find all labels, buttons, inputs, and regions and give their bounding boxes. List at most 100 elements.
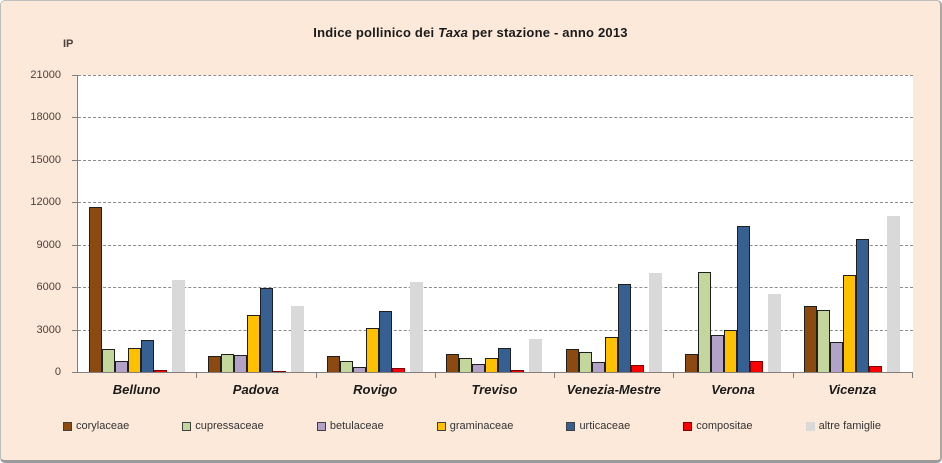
legend-swatch	[436, 421, 446, 431]
legend-swatch	[805, 421, 815, 431]
gridline	[78, 329, 913, 331]
bar-cupressaceae	[459, 357, 473, 372]
bar-group-verona	[673, 75, 792, 372]
bar-betulaceae	[830, 342, 844, 372]
x-axis-tick	[196, 373, 198, 378]
bar-graminaceae	[843, 275, 857, 372]
bar-altre-famiglie	[290, 306, 304, 372]
bar-graminaceae	[724, 329, 738, 372]
legend: corylaceae cupressaceae betulaceae graminac…	[63, 420, 881, 432]
legend-label: corylaceae	[76, 420, 130, 432]
bar-cupressaceae	[340, 360, 354, 372]
x-axis-label-vicenza: Vicenza	[828, 382, 877, 397]
chart-title-prefix: Indice pollinico dei	[313, 25, 439, 40]
chart-title-suffix: per stazione - anno 2013	[468, 25, 628, 40]
x-axis-tick	[792, 373, 794, 378]
bar-group-vicenza	[793, 75, 912, 372]
legend-swatch	[566, 421, 576, 431]
legend-item-corylaceae: corylaceae	[63, 420, 129, 432]
x-axis-label-belluno: Belluno	[112, 382, 161, 397]
y-tick-label: 21000	[30, 69, 61, 81]
bar-graminaceae	[127, 347, 141, 372]
y-axis-tick	[72, 244, 77, 246]
legend-item-cupressaceae: cupressaceae	[182, 420, 264, 432]
gridline	[78, 202, 913, 204]
bar-cupressaceae	[817, 310, 831, 372]
bar-betulaceae	[472, 363, 486, 372]
x-axis-label-verona: Verona	[711, 382, 755, 397]
legend-item-betulaceae: betulaceae	[316, 420, 384, 432]
legend-label: urticaceae	[579, 420, 631, 432]
bar-compositae	[392, 368, 406, 372]
gridline	[78, 287, 913, 289]
bar-compositae	[869, 366, 883, 372]
chart-title-taxa: Taxa	[438, 25, 469, 40]
bar-corylaceae	[207, 356, 221, 372]
x-axis-label-rovigo: Rovigo	[353, 382, 398, 397]
gridline	[78, 75, 913, 76]
bar-betulaceae	[353, 367, 367, 372]
legend-item-urticaceae: urticaceae	[566, 420, 630, 432]
legend-swatch	[182, 421, 192, 431]
bar-groups-row	[77, 75, 912, 372]
bar-betulaceae	[711, 334, 725, 372]
y-tick-label: 0	[54, 366, 61, 378]
bar-corylaceae	[327, 355, 341, 372]
legend-label: graminaceae	[449, 420, 514, 432]
bar-altre-famiglie	[768, 294, 782, 372]
y-tick-label: 3000	[36, 323, 61, 336]
bar-cupressaceae	[220, 353, 234, 372]
bar-group-belluno	[77, 75, 196, 372]
y-axis-tick	[72, 75, 77, 76]
bar-corylaceae	[685, 353, 699, 372]
bar-graminaceae	[246, 314, 260, 372]
y-tick-label: 18000	[30, 111, 61, 124]
bar-compositae	[750, 361, 764, 372]
y-axis-tick	[72, 159, 77, 161]
bar-urticaceae	[379, 311, 393, 372]
x-axis-tick	[434, 373, 436, 378]
bar-cupressaceae	[101, 349, 115, 372]
bar-urticaceae	[856, 239, 870, 372]
bar-graminaceae	[604, 336, 618, 372]
y-axis-tick	[72, 202, 77, 204]
legend-label: betulaceae	[329, 420, 384, 432]
bar-compositae	[511, 369, 525, 372]
y-axis-tick	[72, 117, 77, 119]
y-tick-label: 6000	[36, 281, 61, 294]
x-axis-tick	[315, 373, 317, 378]
legend-swatch	[683, 421, 693, 431]
y-axis-tick	[72, 329, 77, 331]
bar-altre-famiglie	[529, 338, 543, 372]
bar-compositae	[630, 364, 644, 372]
legend-item-compositae: compositae	[683, 420, 753, 432]
bar-betulaceae	[114, 361, 128, 372]
gridline	[78, 159, 913, 161]
bar-cupressaceae	[698, 271, 712, 372]
x-axis-tick	[554, 373, 556, 378]
bar-corylaceae	[446, 354, 460, 372]
x-axis-label-venezia-mestre: Venezia-Mestre	[566, 382, 661, 397]
y-tick-label: 12000	[30, 196, 61, 209]
legend-label: cupressaceae	[195, 420, 264, 432]
y-axis-title: IP	[63, 38, 74, 50]
x-axis-tick	[673, 373, 675, 378]
bar-urticaceae	[259, 287, 273, 372]
legend-label: compositae	[696, 420, 753, 432]
bar-altre-famiglie	[887, 216, 901, 372]
bar-betulaceae	[591, 362, 605, 372]
bar-betulaceae	[233, 355, 247, 372]
bar-corylaceae	[565, 349, 579, 372]
bar-graminaceae	[366, 328, 380, 372]
bar-group-rovigo	[316, 75, 435, 372]
chart-title: Indice pollinico dei Taxa per stazione -…	[1, 25, 940, 40]
y-axis-tick	[72, 287, 77, 289]
bar-corylaceae	[88, 206, 102, 372]
plot-area	[77, 75, 913, 373]
x-axis-labels: Belluno Padova Rovigo Treviso Venezia-Mestre…	[77, 382, 912, 397]
bar-cupressaceae	[578, 352, 592, 372]
gridline	[78, 244, 913, 246]
bar-altre-famiglie	[648, 273, 662, 372]
legend-swatch	[316, 421, 326, 431]
